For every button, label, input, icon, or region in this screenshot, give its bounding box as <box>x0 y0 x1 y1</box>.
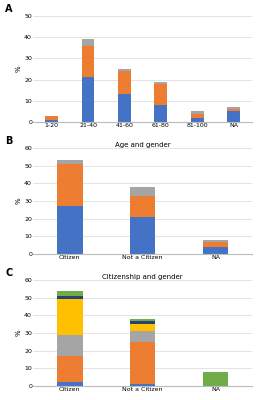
Bar <box>57 164 82 206</box>
Bar <box>57 300 82 335</box>
Bar <box>203 240 228 242</box>
X-axis label: Age and gender: Age and gender <box>115 142 170 148</box>
Legend: Male, Female, NA: Male, Female, NA <box>112 180 174 185</box>
Bar <box>118 69 131 71</box>
Bar <box>203 372 228 386</box>
Y-axis label: %: % <box>15 66 21 72</box>
Bar <box>227 111 240 122</box>
Y-axis label: %: % <box>15 330 21 336</box>
Bar <box>130 342 155 384</box>
Bar <box>154 82 167 84</box>
Text: A: A <box>5 4 13 14</box>
Bar <box>154 105 167 122</box>
Bar <box>130 324 155 331</box>
Bar <box>130 321 155 324</box>
Bar <box>45 116 58 120</box>
Bar <box>203 247 228 254</box>
Bar <box>227 107 240 109</box>
Bar <box>57 160 82 164</box>
Bar <box>191 111 204 114</box>
Bar <box>154 84 167 105</box>
Bar <box>57 206 82 254</box>
Bar <box>191 114 204 118</box>
Bar <box>118 94 131 122</box>
Bar <box>203 242 228 247</box>
Bar <box>130 196 155 217</box>
Bar <box>82 78 94 122</box>
Legend: Male, Female, NA: Male, Female, NA <box>112 312 174 317</box>
Text: C: C <box>5 268 12 278</box>
Bar <box>118 71 131 94</box>
Bar <box>82 39 94 46</box>
Bar <box>82 46 94 78</box>
Bar <box>57 356 82 382</box>
Y-axis label: %: % <box>15 198 21 204</box>
X-axis label: Citizenship and gender: Citizenship and gender <box>102 274 183 280</box>
Bar <box>45 120 58 122</box>
Bar <box>130 217 155 254</box>
Bar <box>130 187 155 196</box>
Bar <box>130 384 155 386</box>
Bar <box>57 382 82 386</box>
Bar <box>57 335 82 356</box>
Text: B: B <box>5 136 12 146</box>
Bar <box>57 291 82 296</box>
Bar <box>130 319 155 321</box>
Bar <box>227 109 240 111</box>
Bar <box>191 118 204 122</box>
Bar <box>57 296 82 300</box>
Bar <box>130 331 155 342</box>
